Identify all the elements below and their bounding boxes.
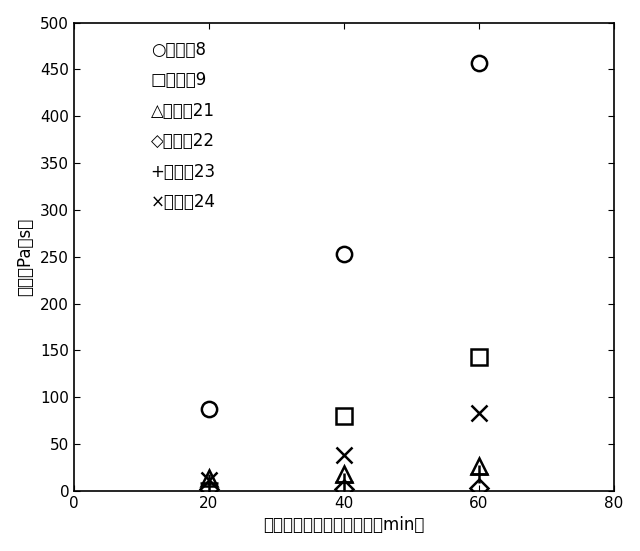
X-axis label: シャーレ展開後経過時間（min）: シャーレ展開後経過時間（min） [263, 516, 424, 534]
Y-axis label: 粘度（Pa・s）: 粘度（Pa・s） [17, 218, 35, 296]
Legend: ○実施例8, □実施例9, △比較例21, ◇比較例22, +比較例23, ×比較例24: ○実施例8, □実施例9, △比較例21, ◇比較例22, +比較例23, ×比… [125, 36, 221, 216]
